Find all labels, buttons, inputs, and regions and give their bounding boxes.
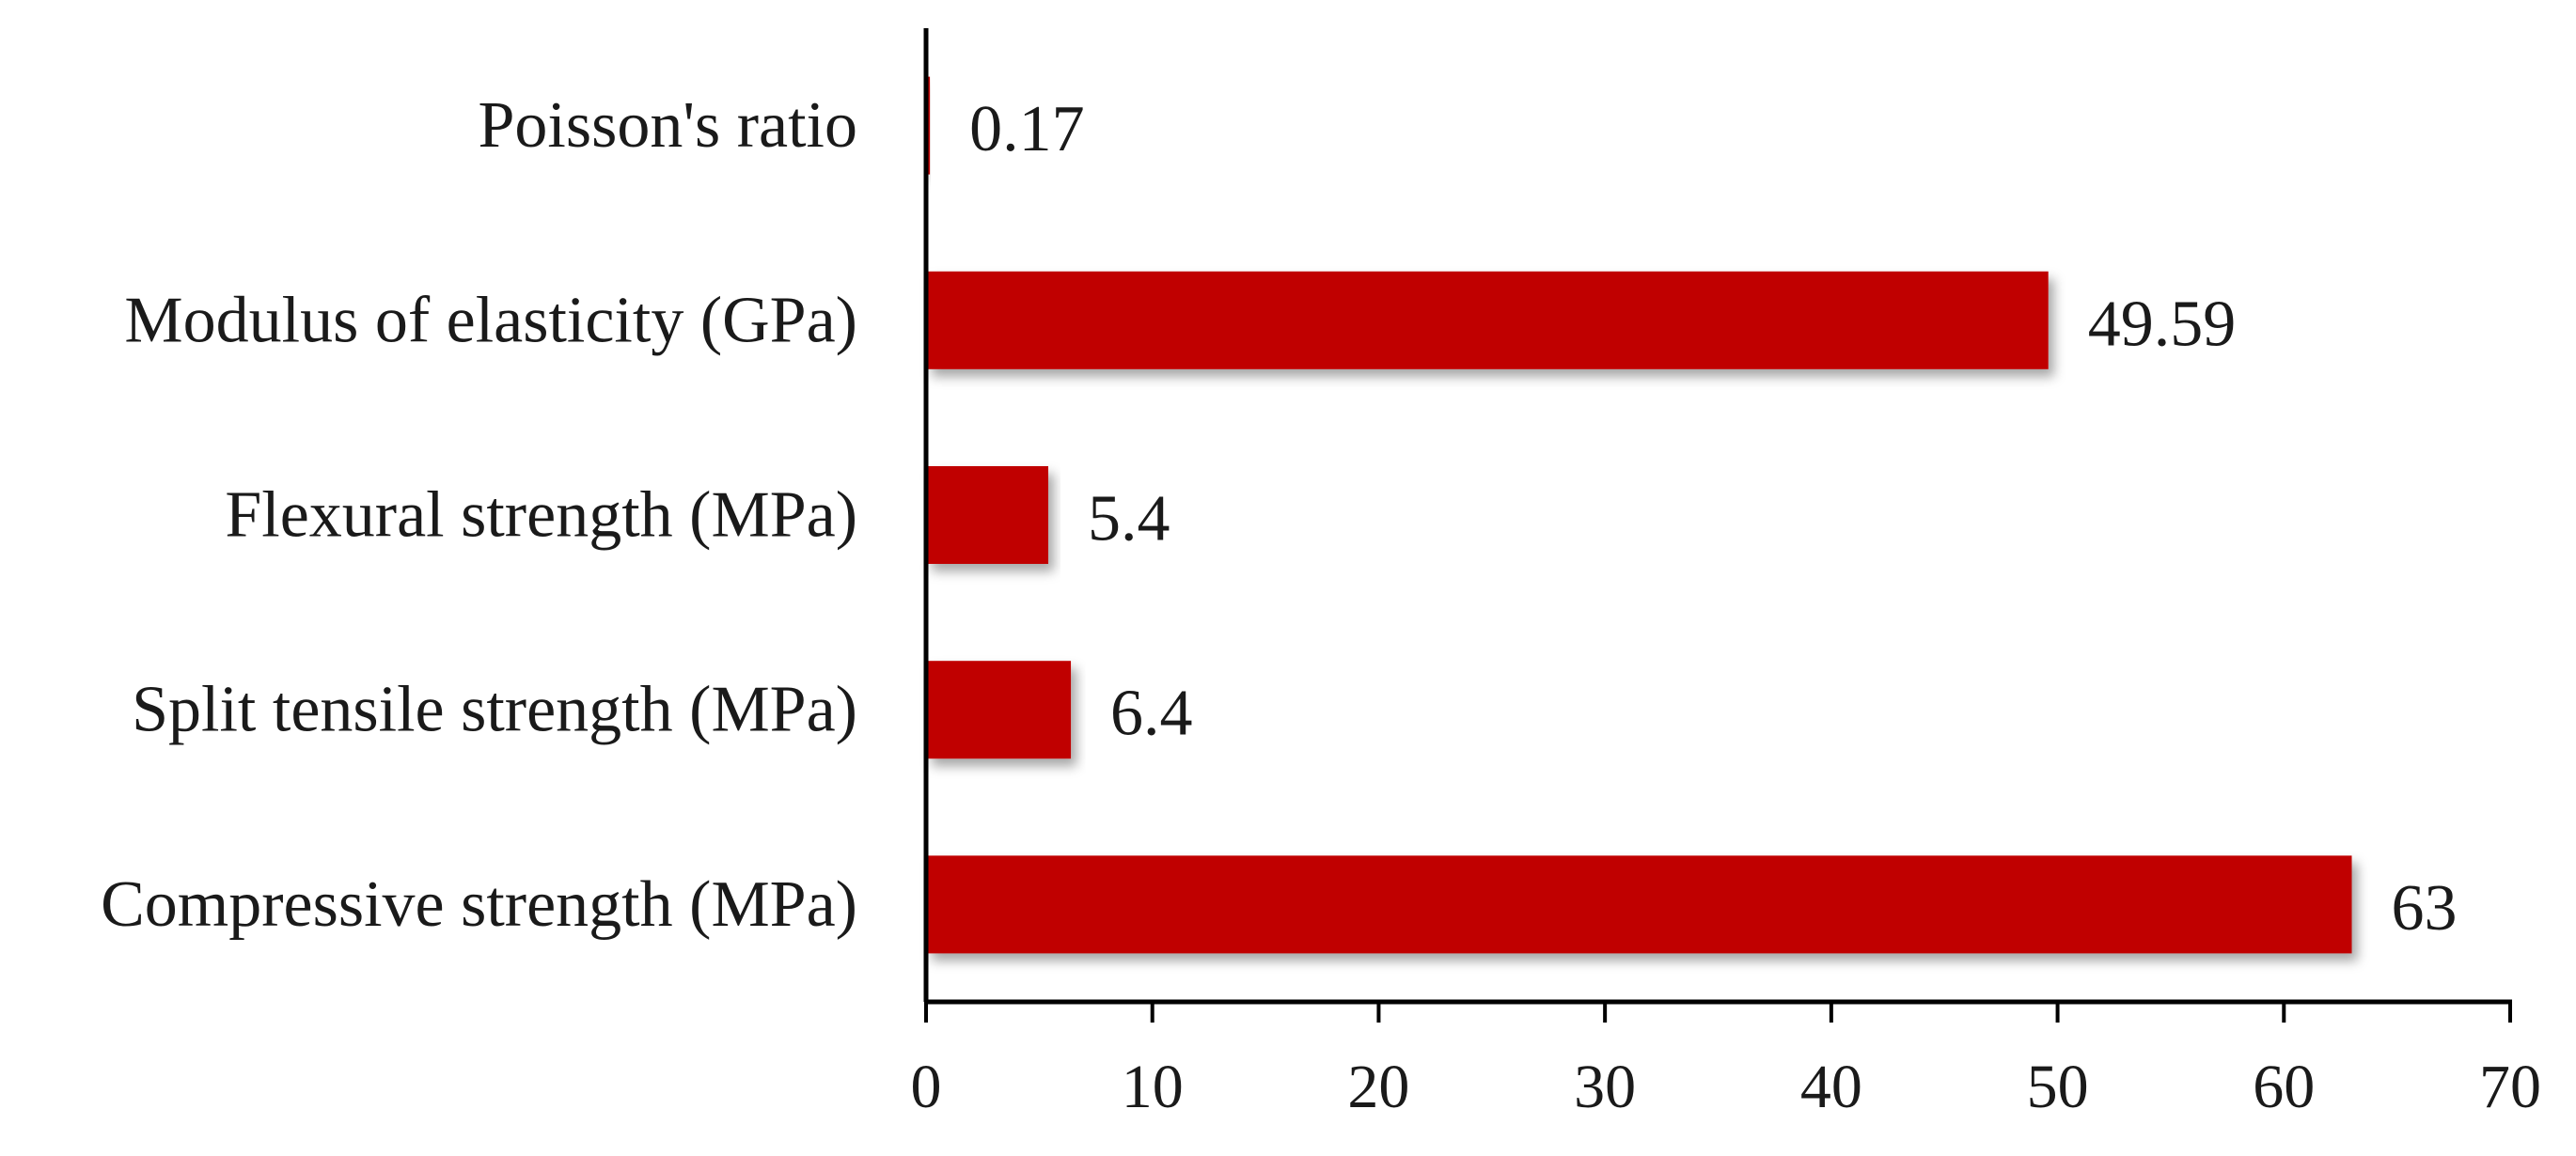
value-label-split-tensile-strength-mpa: 6.4 — [1110, 678, 1193, 750]
category-label-modulus-of-elasticity-gpa: Modulus of elasticity (GPa) — [124, 284, 857, 356]
axes-layer: 0 10 20 30 40 50 60 70 — [911, 28, 2541, 1121]
x-tick-label-60: 60 — [2253, 1053, 2315, 1121]
bar-split-tensile-strength-mpa — [926, 661, 1072, 759]
x-tick-label-50: 50 — [2027, 1053, 2089, 1121]
category-label-compressive-strength-mpa: Compressive strength (MPa) — [101, 868, 857, 941]
bar-modulus-of-elasticity-gpa — [926, 271, 2049, 369]
x-tick-label-10: 10 — [1122, 1053, 1184, 1121]
category-label-split-tensile-strength-mpa: Split tensile strength (MPa) — [132, 674, 857, 746]
value-label-poisson-s-ratio: 0.17 — [969, 93, 1085, 165]
x-tick-label-40: 40 — [1800, 1053, 1862, 1121]
bars-layer — [926, 76, 2352, 954]
value-label-flexural-strength-mpa: 5.4 — [1088, 483, 1170, 555]
labels-layer: Poisson's ratio 0.17 Modulus of elasticity… — [101, 89, 2457, 945]
category-label-flexural-strength-mpa: Flexural strength (MPa) — [225, 479, 857, 552]
category-label-poisson-s-ratio: Poisson's ratio — [479, 89, 858, 162]
bar-compressive-strength-mpa — [926, 855, 2352, 954]
x-tick-label-0: 0 — [911, 1053, 942, 1121]
x-tick-label-20: 20 — [1347, 1053, 1409, 1121]
bar-flexural-strength-mpa — [926, 466, 1048, 564]
value-label-modulus-of-elasticity-gpa: 49.59 — [2088, 288, 2237, 360]
value-label-compressive-strength-mpa: 63 — [2392, 872, 2458, 945]
x-tick-label-30: 30 — [1574, 1053, 1636, 1121]
x-tick-label-70: 70 — [2479, 1053, 2541, 1121]
